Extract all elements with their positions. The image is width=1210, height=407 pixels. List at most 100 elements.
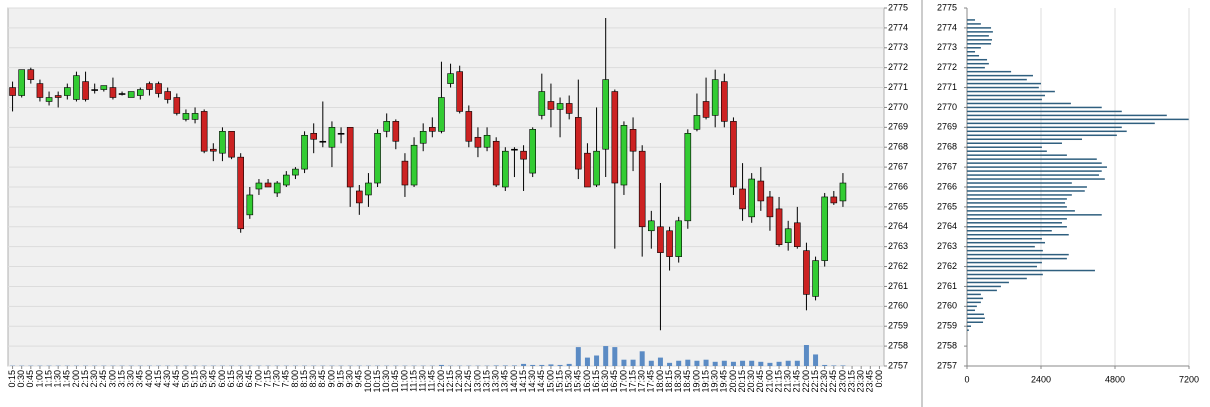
y-tick-label: 2769 xyxy=(937,122,957,132)
candle-body xyxy=(474,136,482,148)
candle-body xyxy=(45,97,53,102)
profile-bar xyxy=(967,114,1167,117)
y-tick-label: 2765 xyxy=(937,201,957,211)
profile-bar xyxy=(967,218,1067,220)
y-tick-label: 2767 xyxy=(888,161,908,171)
volume-bar xyxy=(740,360,746,366)
profile-bar xyxy=(967,206,1067,208)
profile-bar xyxy=(967,174,1099,176)
profile-bar xyxy=(967,210,1075,212)
candle-body xyxy=(219,131,226,154)
profile-bar xyxy=(967,118,1189,121)
x-tick-label: 5:15 xyxy=(189,370,199,388)
profile-bar xyxy=(967,273,1043,276)
profile-bar xyxy=(967,297,984,300)
x-tick-label: 16:15 xyxy=(591,370,601,393)
profile-bar xyxy=(967,214,1102,216)
candle-body xyxy=(675,220,682,257)
candle-body xyxy=(264,182,272,188)
profile-bar xyxy=(967,150,1047,152)
profile-bar xyxy=(967,202,1066,204)
candle-body xyxy=(292,168,299,176)
y-tick-label: 2772 xyxy=(888,62,908,72)
x-tick-label: 0:45 xyxy=(25,370,35,388)
profile-bar xyxy=(967,126,1122,129)
candle-body xyxy=(784,228,792,243)
volume-bar xyxy=(548,364,554,366)
x-tick-label: 10:00 xyxy=(363,370,373,393)
profile-bar xyxy=(967,194,1072,196)
candle-body xyxy=(456,71,463,112)
x-tick-label: 12:15 xyxy=(445,370,455,393)
x-tick-label: 1:45 xyxy=(62,370,72,388)
x-tick-label: 3:45 xyxy=(135,370,145,388)
candle-body xyxy=(283,174,290,186)
profile-bar xyxy=(967,62,989,65)
candle-body xyxy=(182,113,190,120)
x-tick-label: 9:45 xyxy=(354,370,364,388)
candle-body xyxy=(730,121,737,188)
candle-body xyxy=(365,182,372,196)
candle-body xyxy=(392,121,400,142)
y-tick-label: 2762 xyxy=(937,261,957,271)
candle-body xyxy=(383,121,390,132)
y-tick-label: 2774 xyxy=(937,22,957,32)
volume-bar xyxy=(803,345,809,366)
profile-bar xyxy=(967,130,1127,133)
profile-bar xyxy=(967,281,1009,284)
volume-bar xyxy=(730,361,736,366)
profile-bar xyxy=(967,138,1083,141)
x-tick-label: 0:30 xyxy=(16,370,26,388)
x-tick-label: 18:00 xyxy=(655,370,665,393)
volume-bar xyxy=(502,365,508,366)
candle-body xyxy=(511,148,518,151)
x-tick-label: 8:15 xyxy=(299,370,309,388)
profile-bar xyxy=(967,70,1012,73)
volume-bar xyxy=(685,359,691,366)
x-tick-label: 6:15 xyxy=(226,370,236,388)
volume-bar xyxy=(703,359,709,366)
x-tick-label: 12:00 xyxy=(436,370,446,393)
profile-bar xyxy=(967,301,981,304)
x-tick-label: 7:30 xyxy=(272,370,282,388)
profile-bar xyxy=(967,78,1027,81)
y-tick-label: 2759 xyxy=(888,321,908,331)
x-tick-label: 7:00 xyxy=(253,370,263,388)
x-tick-label: 23:30 xyxy=(856,370,866,393)
candle-body xyxy=(465,111,473,142)
profile-bar xyxy=(967,182,1072,184)
profile-bar xyxy=(967,47,981,49)
volume-bar xyxy=(630,359,636,366)
x-tick-label: 11:45 xyxy=(427,370,437,392)
candle-body xyxy=(356,190,363,204)
volume-bar xyxy=(603,346,609,366)
y-tick-label: 2769 xyxy=(888,122,908,132)
profile-bar xyxy=(967,261,1042,264)
candle-body xyxy=(748,178,755,218)
x-tick-label: 12:45 xyxy=(463,370,473,393)
candle-body xyxy=(191,113,199,120)
profile-bar xyxy=(967,317,985,320)
candle-body xyxy=(237,156,244,230)
profile-bar xyxy=(967,86,1039,89)
candle-body xyxy=(620,125,628,186)
x-tick-label: 0 xyxy=(964,374,969,384)
volume-bar xyxy=(794,360,800,366)
y-tick-label: 2771 xyxy=(888,82,908,92)
x-tick-label: 10:45 xyxy=(390,370,400,393)
candle-body xyxy=(18,69,25,96)
x-tick-label: 6:45 xyxy=(244,370,254,388)
x-tick-label: 1:15 xyxy=(43,370,53,388)
y-tick-label: 2764 xyxy=(888,221,908,231)
volume-bar xyxy=(557,364,563,366)
volume-bar xyxy=(712,361,718,366)
candle-body xyxy=(666,230,673,257)
y-tick-label: 2772 xyxy=(937,62,957,72)
profile-bar xyxy=(967,230,1052,232)
profile-bar xyxy=(967,321,984,323)
volume-bar xyxy=(676,360,682,366)
x-tick-label: 4800 xyxy=(1105,374,1125,384)
candle-body xyxy=(164,91,171,100)
candle-body xyxy=(73,75,80,100)
